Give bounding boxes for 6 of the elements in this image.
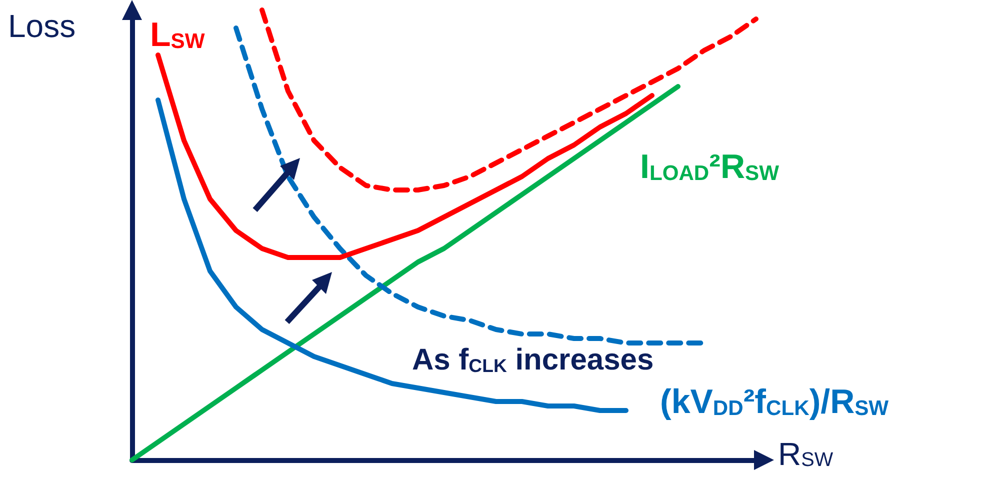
series-label: LSW bbox=[150, 16, 205, 54]
y-axis-title: Loss bbox=[8, 8, 76, 44]
series-label: (kVDD²fCLK)/RSW bbox=[660, 383, 889, 421]
series-label: ILOAD²RSW bbox=[640, 148, 780, 186]
annotation: As fCLK increases bbox=[412, 344, 654, 376]
x-axis-title: RSW bbox=[778, 436, 834, 472]
